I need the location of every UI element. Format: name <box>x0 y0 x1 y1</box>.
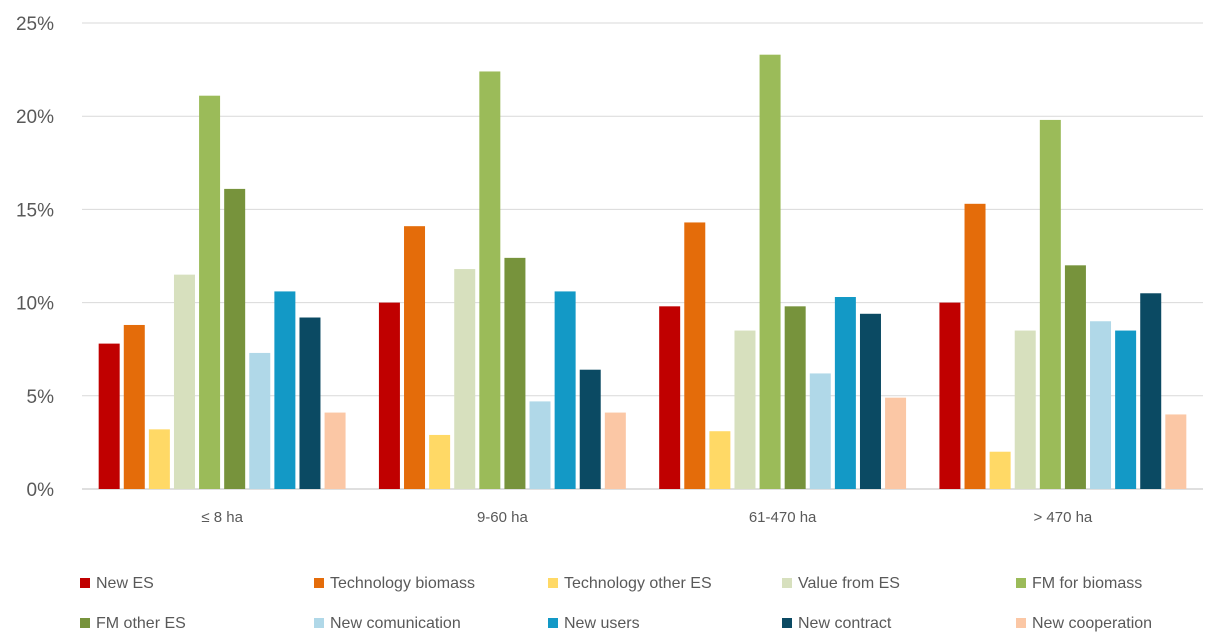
bars <box>98 54 1187 490</box>
bar-new-comunication-2 <box>809 373 831 489</box>
bar-fm-for-biomass-3 <box>1039 119 1061 489</box>
bar-new-cooperation-2 <box>885 397 907 489</box>
legend-swatch <box>314 578 324 588</box>
legend-swatch <box>782 578 792 588</box>
bar-fm-for-biomass-2 <box>759 54 781 490</box>
legend-label: FM for biomass <box>1032 575 1142 592</box>
bar-new-cooperation-0 <box>324 412 346 489</box>
x-category-label: 9-60 ha <box>477 509 529 526</box>
bar-fm-other-es-2 <box>784 306 806 489</box>
x-category-label: ≤ 8 ha <box>201 509 243 526</box>
bar-value-from-es-3 <box>1014 330 1036 489</box>
y-axis-ticks: 0% 5% 10% 15% 20% 25% <box>16 14 54 501</box>
bar-technology-biomass-2 <box>684 222 706 489</box>
y-tick-label: 15% <box>16 200 54 221</box>
bar-fm-for-biomass-1 <box>479 71 501 490</box>
bar-technology-other-es-1 <box>429 434 451 489</box>
x-axis-categories: ≤ 8 ha 9-60 ha 61-470 ha > 470 ha <box>201 509 1093 526</box>
legend-swatch <box>548 618 558 628</box>
bar-new-es-2 <box>659 306 681 489</box>
legend-swatch <box>80 578 90 588</box>
bar-new-es-1 <box>378 302 400 489</box>
bar-new-comunication-1 <box>529 401 551 489</box>
bar-fm-other-es-0 <box>224 188 246 489</box>
legend-swatch <box>314 618 324 628</box>
bar-new-es-0 <box>98 343 120 489</box>
bar-new-comunication-0 <box>249 352 271 489</box>
bar-new-es-3 <box>939 302 961 489</box>
legend-label: FM other ES <box>96 615 186 632</box>
bar-technology-biomass-3 <box>964 203 986 490</box>
bar-fm-other-es-3 <box>1064 265 1086 489</box>
y-tick-label: 10% <box>16 294 54 315</box>
bar-value-from-es-1 <box>454 269 476 489</box>
bar-fm-for-biomass-0 <box>199 95 221 490</box>
y-tick-label: 25% <box>16 14 54 35</box>
legend-swatch <box>1016 618 1026 628</box>
bar-new-users-1 <box>554 291 576 489</box>
legend-swatch <box>782 618 792 628</box>
bar-value-from-es-0 <box>173 274 195 489</box>
bar-new-users-3 <box>1115 330 1137 489</box>
bar-new-users-0 <box>274 291 296 489</box>
legend-label: Technology other ES <box>564 575 712 592</box>
bar-new-contract-0 <box>299 317 321 489</box>
y-tick-label: 20% <box>16 107 54 128</box>
bar-technology-other-es-0 <box>148 429 170 489</box>
x-category-label: > 470 ha <box>1033 509 1092 526</box>
legend-label: Value from ES <box>798 575 900 592</box>
bar-new-contract-3 <box>1140 293 1162 489</box>
bar-new-contract-2 <box>859 313 881 489</box>
bar-new-contract-1 <box>579 369 601 489</box>
bar-technology-biomass-1 <box>404 226 426 489</box>
bar-technology-other-es-3 <box>989 451 1011 489</box>
y-tick-label: 0% <box>27 480 55 501</box>
bar-new-comunication-3 <box>1090 321 1112 489</box>
bar-value-from-es-2 <box>734 330 756 489</box>
bar-technology-biomass-0 <box>123 324 145 489</box>
bar-new-cooperation-1 <box>604 412 626 489</box>
legend-swatch <box>548 578 558 588</box>
legend-label: New comunication <box>330 615 461 632</box>
y-tick-label: 5% <box>27 387 55 408</box>
legend-swatch <box>80 618 90 628</box>
bar-new-users-2 <box>834 297 856 489</box>
legend-swatch <box>1016 578 1026 588</box>
legend: New ES Technology biomass Technology other… <box>80 575 1152 632</box>
legend-label: New ES <box>96 575 154 592</box>
legend-label: New contract <box>798 615 892 632</box>
bar-fm-other-es-1 <box>504 257 526 489</box>
bar-new-cooperation-3 <box>1165 414 1187 489</box>
legend-label: New users <box>564 615 640 632</box>
x-category-label: 61-470 ha <box>749 509 817 526</box>
bar-technology-other-es-2 <box>709 431 731 489</box>
legend-label: New cooperation <box>1032 615 1152 632</box>
legend-label: Technology biomass <box>330 575 475 592</box>
